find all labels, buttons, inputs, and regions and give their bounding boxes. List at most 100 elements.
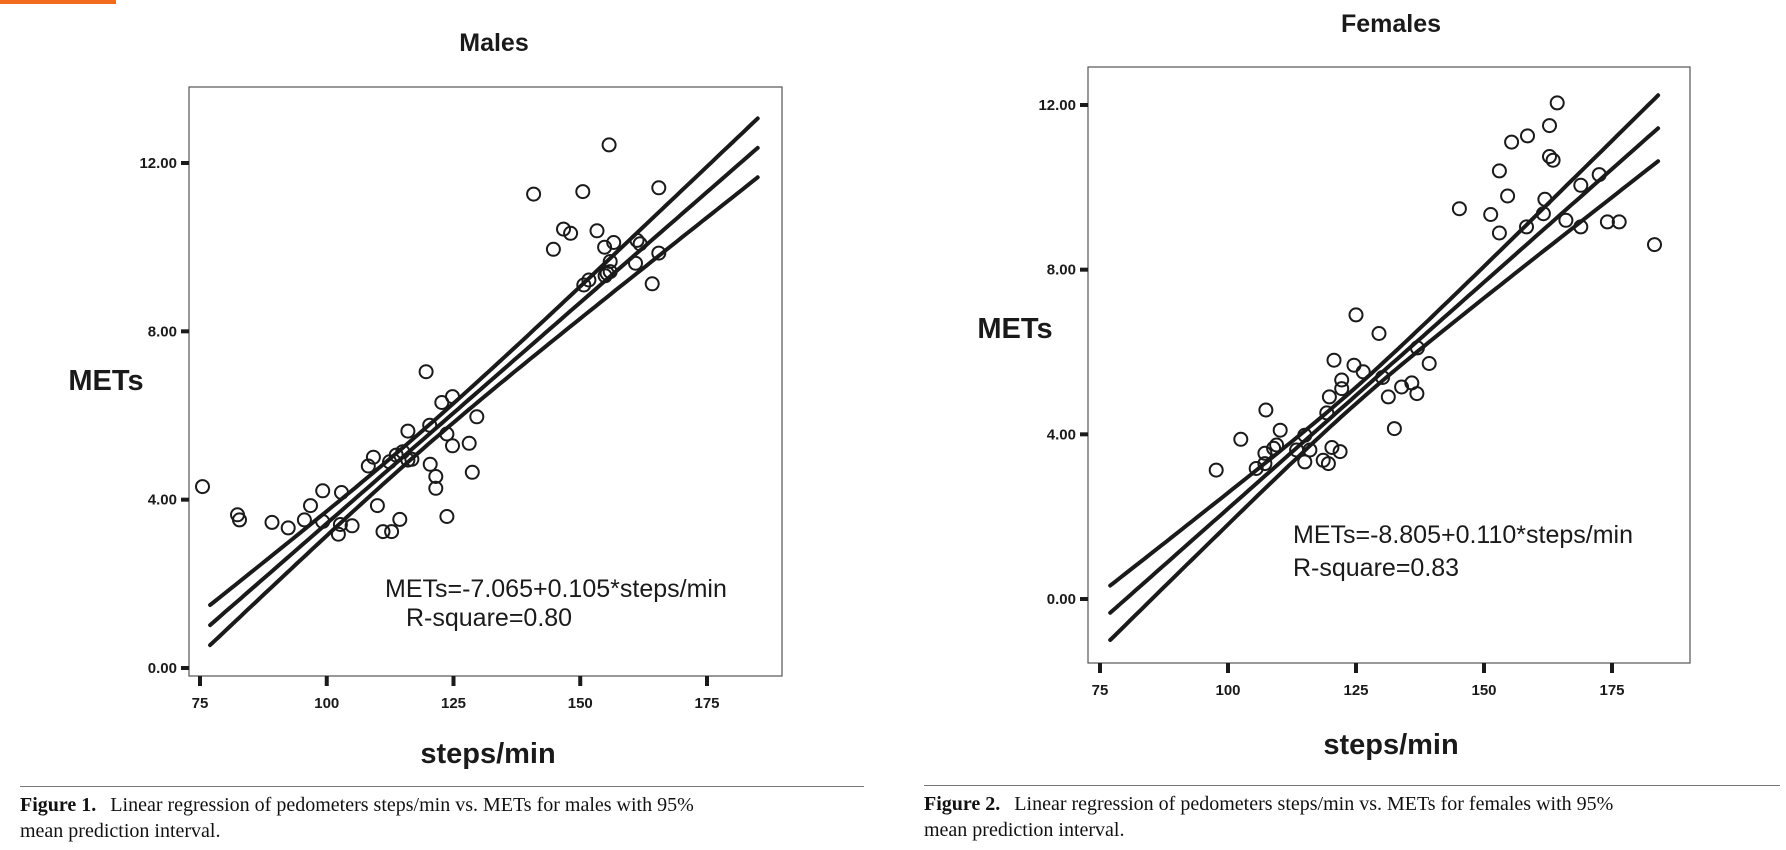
data-point xyxy=(545,241,561,257)
data-point xyxy=(1491,163,1507,179)
data-point xyxy=(1321,389,1337,405)
caption-text: Linear regression of pedometers steps/mi… xyxy=(110,794,694,816)
y-tick-label: 0.00 xyxy=(148,660,177,677)
data-point xyxy=(1355,364,1371,380)
data-point xyxy=(384,524,400,540)
data-point xyxy=(632,236,648,252)
data-point xyxy=(1591,167,1607,183)
data-point xyxy=(1520,128,1535,144)
y-tick-mark xyxy=(181,329,189,334)
upper-prediction-band xyxy=(208,116,760,607)
data-point xyxy=(1647,237,1662,253)
x-tick-mark xyxy=(1226,663,1230,673)
x-tick-mark xyxy=(705,676,709,686)
x-tick-label: 75 xyxy=(192,695,209,712)
data-point xyxy=(428,480,444,496)
x-tick-label: 100 xyxy=(314,695,339,712)
figure-1-caption: Figure 1. Linear regression of pedometers… xyxy=(20,792,694,844)
data-point xyxy=(1535,206,1551,222)
data-point xyxy=(1324,440,1340,455)
data-point xyxy=(296,512,312,528)
data-point xyxy=(589,223,605,239)
data-point xyxy=(395,444,411,460)
data-point xyxy=(602,264,618,280)
data-point xyxy=(597,239,613,255)
y-tick-mark xyxy=(1080,103,1088,107)
y-tick-label: 4.00 xyxy=(148,492,177,509)
data-point xyxy=(1573,177,1589,193)
chart-title: Females xyxy=(1341,10,1441,38)
data-point xyxy=(1573,219,1589,235)
x-tick-label: 175 xyxy=(694,695,719,712)
data-point xyxy=(280,520,296,536)
x-tick-label: 175 xyxy=(1599,682,1624,699)
plot-frame xyxy=(1087,66,1691,664)
y-tick-label: 12.00 xyxy=(139,155,177,172)
x-tick-mark xyxy=(578,676,583,686)
data-point xyxy=(1346,357,1362,373)
data-point xyxy=(439,426,455,442)
upper-prediction-band xyxy=(1108,93,1661,588)
data-point xyxy=(1297,427,1313,443)
r-square-label: R-square=0.80 xyxy=(406,604,572,632)
x-tick-mark xyxy=(1098,663,1102,673)
data-point xyxy=(1334,381,1350,397)
data-point xyxy=(1483,207,1499,222)
females-chart: Females METs steps/min METs=-8.805+0.110… xyxy=(977,10,1691,761)
y-axis-label: METs xyxy=(68,365,143,397)
males-chart: Males METs steps/min METs=-7.065+0.105*s… xyxy=(68,29,783,770)
y-tick-label: 4.00 xyxy=(1047,426,1076,443)
data-point xyxy=(1504,134,1520,150)
data-point xyxy=(365,449,381,465)
caption-label: Figure 2. xyxy=(924,793,1001,815)
data-point xyxy=(330,526,346,542)
data-point xyxy=(526,186,542,202)
data-point xyxy=(334,485,349,500)
data-point xyxy=(1380,389,1396,405)
data-point xyxy=(1326,352,1342,368)
data-point xyxy=(445,389,460,405)
data-point xyxy=(1257,456,1273,472)
data-point xyxy=(461,435,477,451)
data-point xyxy=(1272,422,1288,438)
chart-title: Males xyxy=(459,29,528,57)
data-point xyxy=(469,409,485,425)
data-point xyxy=(315,514,331,529)
x-tick-mark xyxy=(1354,663,1358,673)
data-point xyxy=(264,514,280,530)
data-point xyxy=(1319,405,1335,421)
data-point xyxy=(1611,214,1627,230)
data-point xyxy=(606,235,622,250)
data-point xyxy=(303,498,318,514)
y-tick-mark xyxy=(1080,267,1088,272)
data-point xyxy=(1258,402,1274,418)
data-point xyxy=(563,225,579,241)
x-axis-label: steps/min xyxy=(1323,729,1458,761)
data-point xyxy=(1375,370,1391,385)
data-point xyxy=(1558,212,1574,228)
regression-line xyxy=(208,145,760,628)
data-point xyxy=(1297,454,1313,470)
y-axis-label: METs xyxy=(977,313,1052,345)
data-point xyxy=(439,509,455,524)
x-tick-label: 75 xyxy=(1092,682,1109,699)
data-point xyxy=(1542,118,1557,134)
x-tick-mark xyxy=(1610,663,1614,673)
x-tick-mark xyxy=(451,676,456,686)
data-point xyxy=(1208,462,1224,478)
data-point xyxy=(1332,444,1348,460)
data-point xyxy=(1269,437,1285,453)
data-point xyxy=(629,232,645,248)
x-tick-label: 150 xyxy=(1471,682,1496,699)
x-tick-label: 100 xyxy=(1215,682,1240,699)
data-point xyxy=(375,524,391,540)
caption-text-continued: mean prediction interval. xyxy=(20,820,221,842)
accent-bar xyxy=(0,0,116,4)
y-tick-mark xyxy=(1080,432,1088,437)
data-point xyxy=(575,184,591,200)
data-point xyxy=(315,483,331,499)
data-point xyxy=(1537,191,1553,207)
data-point xyxy=(422,456,438,472)
data-point xyxy=(400,423,416,439)
data-point xyxy=(1542,149,1557,164)
